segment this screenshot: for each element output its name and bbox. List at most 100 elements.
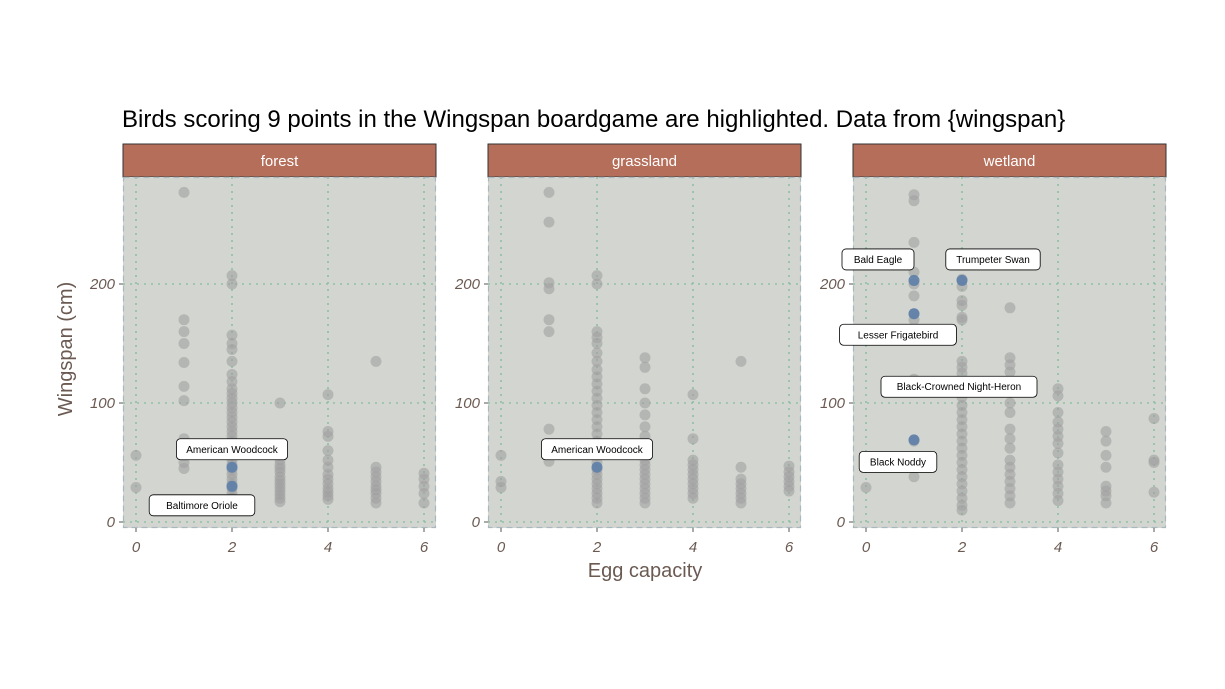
- data-point: [1100, 435, 1112, 447]
- facet-strip-label: grassland: [612, 153, 677, 170]
- data-point: [956, 299, 968, 311]
- data-point: [1148, 486, 1160, 498]
- point-label-box: [880, 375, 1038, 398]
- facet-grassland: grassland American Woodcock 0 2 4 6 0 100 200: [454, 143, 802, 556]
- data-point: [543, 283, 555, 295]
- data-point: [1004, 302, 1016, 314]
- chart-title: Birds scoring 9 points in the Wingspan b…: [122, 106, 1065, 133]
- data-point: [1004, 497, 1016, 509]
- data-point: [1148, 412, 1160, 424]
- point-label-text: American Woodcock: [551, 445, 644, 456]
- data-point: [639, 352, 651, 364]
- data-point: [370, 497, 382, 509]
- data-point: [178, 357, 190, 369]
- data-point: [274, 397, 286, 409]
- x-tick-label: 0: [132, 539, 141, 556]
- data-point: [639, 409, 651, 421]
- data-point: [322, 430, 334, 442]
- data-point: [1004, 407, 1016, 419]
- x-tick-label: 4: [689, 539, 697, 556]
- facet-wetland: wetland Bald Eagle Trumpeter Swan Lesser Fr…: [819, 143, 1167, 556]
- y-tick-label: 0: [107, 514, 116, 531]
- data-point: [178, 314, 190, 326]
- facet-strip-label: forest: [261, 153, 299, 170]
- data-point: [178, 380, 190, 392]
- data-point: [130, 481, 142, 493]
- data-point: [639, 497, 651, 509]
- point-label-text: Black Noddy: [870, 457, 926, 468]
- data-point: [908, 236, 920, 248]
- data-point: [735, 497, 747, 509]
- data-point: [1004, 423, 1016, 435]
- point-label: American Woodcock: [541, 438, 654, 461]
- y-tick-label: 100: [90, 395, 116, 412]
- facet-strip: [852, 143, 1167, 178]
- point-label-box: [858, 450, 938, 473]
- point-label-box: [841, 248, 915, 271]
- data-point: [1004, 366, 1016, 378]
- y-tick-label: 100: [455, 395, 481, 412]
- data-point: [495, 481, 507, 493]
- data-point: [591, 497, 603, 509]
- data-point: [1100, 426, 1112, 438]
- highlight-point: [226, 461, 238, 473]
- x-tick-label: 2: [957, 539, 967, 556]
- data-point: [1052, 407, 1064, 419]
- data-point: [418, 497, 430, 509]
- data-point: [1100, 497, 1112, 509]
- data-point: [591, 347, 603, 359]
- panel-border: [122, 176, 437, 529]
- highlight-point: [908, 308, 920, 320]
- highlight-point: [956, 274, 968, 286]
- data-point: [735, 461, 747, 473]
- data-point: [543, 423, 555, 435]
- data-point: [687, 389, 699, 401]
- point-label-text: Lesser Frigatebird: [858, 330, 939, 341]
- data-point: [274, 496, 286, 508]
- data-point: [178, 186, 190, 198]
- data-point: [956, 314, 968, 326]
- data-point: [1100, 461, 1112, 473]
- data-point: [322, 389, 334, 401]
- data-point: [178, 462, 190, 474]
- data-point: [687, 492, 699, 504]
- data-point: [178, 338, 190, 349]
- point-label-text: Baltimore Oriole: [166, 501, 238, 512]
- y-tick-label: 0: [472, 514, 481, 531]
- x-tick-label: 0: [497, 539, 506, 556]
- highlight-point: [226, 480, 238, 492]
- data-point: [226, 278, 238, 290]
- data-point: [1052, 447, 1064, 459]
- highlight-point: [591, 461, 603, 473]
- facet-strip-label: wetland: [983, 153, 1036, 170]
- data-point: [178, 395, 190, 407]
- facet-forest: forest American Woodcock Baltimore Oriole 0…: [89, 143, 437, 556]
- point-label-box: [945, 248, 1041, 271]
- data-point: [639, 397, 651, 409]
- data-point: [1004, 397, 1016, 409]
- point-label-box: [839, 323, 957, 346]
- y-tick-label: 200: [454, 276, 481, 293]
- x-tick-label: 2: [227, 539, 237, 556]
- data-point: [639, 361, 651, 373]
- data-point: [687, 433, 699, 445]
- data-point: [226, 343, 238, 355]
- data-point: [226, 355, 238, 367]
- point-label: Black-Crowned Night-Heron: [880, 375, 1038, 398]
- data-point: [591, 270, 603, 282]
- data-point: [1052, 437, 1064, 449]
- data-point: [783, 485, 795, 497]
- y-tick-label: 100: [820, 395, 846, 412]
- data-point: [543, 326, 555, 338]
- x-tick-label: 6: [785, 539, 794, 556]
- x-tick-label: 6: [1150, 539, 1159, 556]
- data-point: [543, 314, 555, 326]
- data-point: [1004, 433, 1016, 445]
- panel-border: [487, 176, 802, 529]
- point-label-text: Bald Eagle: [854, 255, 903, 266]
- data-point: [1100, 449, 1112, 461]
- x-axis-title: Egg capacity: [588, 560, 703, 582]
- data-point: [543, 216, 555, 228]
- data-point: [860, 481, 872, 493]
